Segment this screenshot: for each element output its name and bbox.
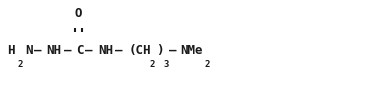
Text: —: — <box>64 44 72 57</box>
Text: —: — <box>169 44 176 57</box>
Text: ): ) <box>156 44 164 57</box>
Text: NH: NH <box>47 44 62 57</box>
Text: O: O <box>75 7 82 20</box>
Text: NH: NH <box>98 44 113 57</box>
Text: (CH: (CH <box>128 44 151 57</box>
Text: C: C <box>76 44 84 57</box>
Text: —: — <box>85 44 93 57</box>
Text: —: — <box>115 44 123 57</box>
Text: 2: 2 <box>204 60 210 69</box>
Text: 2: 2 <box>150 60 155 69</box>
Text: H: H <box>7 44 15 57</box>
Text: —: — <box>34 44 42 57</box>
Text: NMe: NMe <box>181 44 203 57</box>
Text: N: N <box>25 44 32 57</box>
Text: 2: 2 <box>18 60 23 69</box>
Text: 3: 3 <box>163 60 169 69</box>
